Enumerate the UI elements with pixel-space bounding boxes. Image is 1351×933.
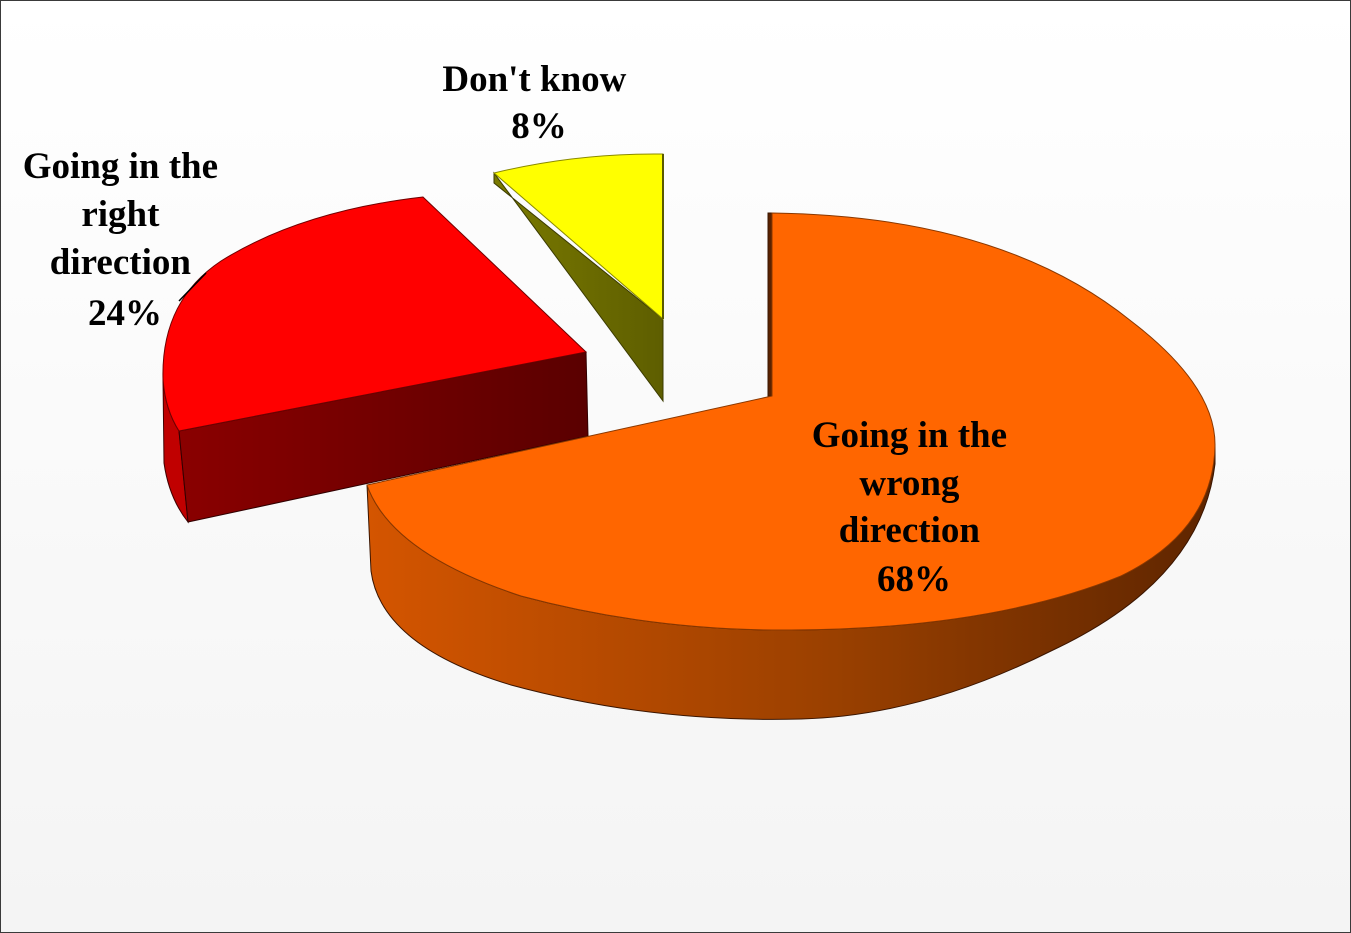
label-wrong-direction-line-2: wrong [859, 463, 960, 504]
label-right-direction-line-1: Going in the [23, 146, 218, 187]
label-dont-know-line: Don't know [442, 59, 626, 100]
label-right-direction: Going in the right direction 24% [23, 146, 228, 334]
label-wrong-direction: Going in the wrong direction 68% [812, 415, 1017, 600]
label-wrong-direction-line-3: direction [839, 510, 981, 551]
label-right-direction-line-3: direction [50, 242, 192, 283]
label-wrong-direction-line-1: Going in the [812, 415, 1007, 456]
slice-right-direction-top [162, 196, 588, 432]
slice-wrong-direction-inner-wall [767, 212, 773, 397]
label-wrong-direction-value: 68% [877, 559, 951, 600]
slice-wrong-direction-top [366, 212, 1216, 631]
label-right-direction-line-2: right [81, 194, 160, 235]
slice-right-direction [162, 196, 589, 524]
label-right-direction-value: 24% [88, 293, 162, 334]
label-dont-know-value: 8% [511, 106, 567, 147]
leader-line [178, 272, 207, 302]
label-dont-know: Don't know 8% [442, 59, 635, 147]
slice-dont-know-top [492, 153, 664, 321]
slice-wrong-direction [366, 212, 1216, 720]
slice-dont-know [492, 153, 664, 403]
